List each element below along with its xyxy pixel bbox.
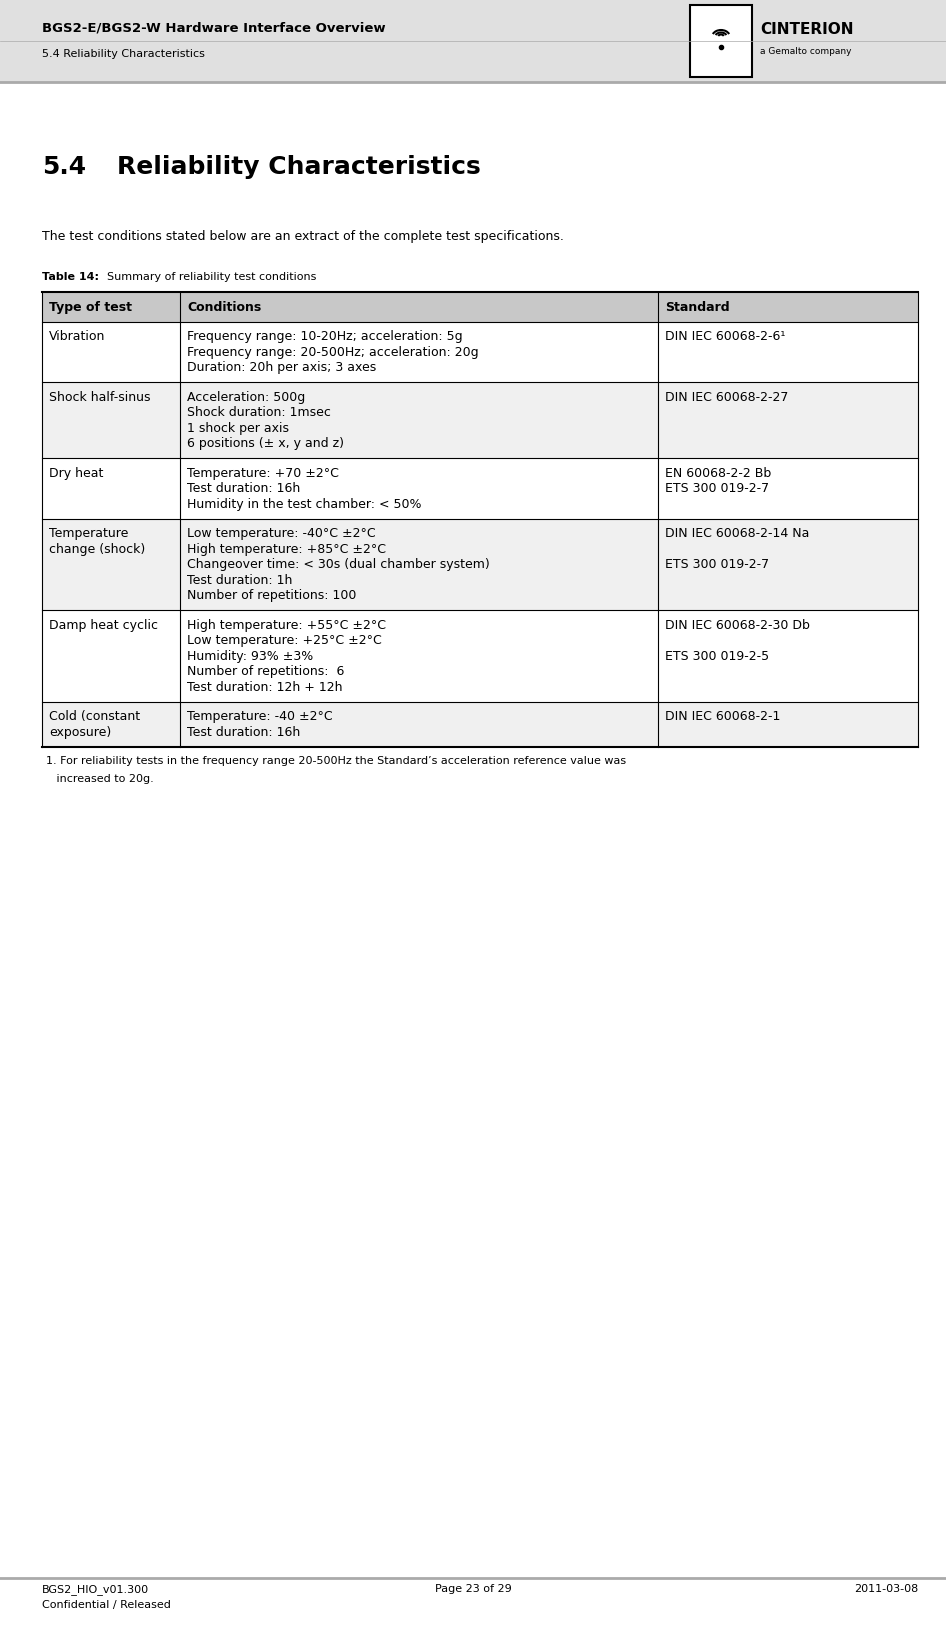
- Text: ETS 300 019-2-7: ETS 300 019-2-7: [665, 483, 769, 496]
- Text: a Gemalto company: a Gemalto company: [760, 46, 851, 56]
- Text: Test duration: 16h: Test duration: 16h: [187, 725, 301, 738]
- Text: Vibration: Vibration: [49, 330, 105, 344]
- Text: DIN IEC 60068-2-14 Na: DIN IEC 60068-2-14 Na: [665, 527, 809, 540]
- Text: Shock half-sinus: Shock half-sinus: [49, 391, 150, 404]
- Text: Reliability Characteristics: Reliability Characteristics: [117, 155, 481, 178]
- Text: Frequency range: 20-500Hz; acceleration: 20g: Frequency range: 20-500Hz; acceleration:…: [187, 345, 479, 358]
- Text: Test duration: 1h: Test duration: 1h: [187, 574, 292, 587]
- Text: Conditions: Conditions: [187, 301, 262, 314]
- Text: Low temperature: -40°C ±2°C: Low temperature: -40°C ±2°C: [187, 527, 376, 540]
- Text: change (shock): change (shock): [49, 543, 146, 556]
- Text: Dry heat: Dry heat: [49, 466, 103, 479]
- Text: 1 shock per axis: 1 shock per axis: [187, 422, 289, 435]
- Text: DIN IEC 60068-2-30 Db: DIN IEC 60068-2-30 Db: [665, 618, 810, 631]
- Text: 2011-03-08: 2011-03-08: [853, 1584, 918, 1593]
- Text: Summary of reliability test conditions: Summary of reliability test conditions: [100, 272, 316, 281]
- Text: Duration: 20h per axis; 3 axes: Duration: 20h per axis; 3 axes: [187, 362, 377, 375]
- Text: 6 positions (± x, y and z): 6 positions (± x, y and z): [187, 437, 344, 450]
- Text: The test conditions stated below are an extract of the complete test specificati: The test conditions stated below are an …: [42, 231, 564, 244]
- Text: BGS2_HIO_v01.300: BGS2_HIO_v01.300: [42, 1584, 149, 1595]
- Text: DIN IEC 60068-2-1: DIN IEC 60068-2-1: [665, 710, 780, 723]
- Text: Humidity: 93% ±3%: Humidity: 93% ±3%: [187, 649, 314, 663]
- Text: Frequency range: 10-20Hz; acceleration: 5g: Frequency range: 10-20Hz; acceleration: …: [187, 330, 463, 344]
- Text: Test duration: 12h + 12h: Test duration: 12h + 12h: [187, 681, 342, 694]
- Text: 5.4 Reliability Characteristics: 5.4 Reliability Characteristics: [42, 49, 205, 59]
- Text: Temperature: Temperature: [49, 527, 129, 540]
- Text: Temperature: -40 ±2°C: Temperature: -40 ±2°C: [187, 710, 333, 723]
- Text: Number of repetitions:  6: Number of repetitions: 6: [187, 666, 344, 677]
- Text: 1. For reliability tests in the frequency range 20-500Hz the Standard’s accelera: 1. For reliability tests in the frequenc…: [46, 756, 626, 767]
- Text: Damp heat cyclic: Damp heat cyclic: [49, 618, 158, 631]
- Text: Type of test: Type of test: [49, 301, 132, 314]
- Text: Test duration: 16h: Test duration: 16h: [187, 483, 301, 496]
- Bar: [42, 458, 918, 519]
- Text: High temperature: +55°C ±2°C: High temperature: +55°C ±2°C: [187, 618, 386, 631]
- Text: Acceleration: 500g: Acceleration: 500g: [187, 391, 306, 404]
- Bar: [42, 381, 918, 458]
- Bar: [0, 0, 946, 82]
- Text: Confidential / Released: Confidential / Released: [42, 1600, 171, 1610]
- Text: EN 60068-2-2 Bb: EN 60068-2-2 Bb: [665, 466, 771, 479]
- Text: Standard: Standard: [665, 301, 729, 314]
- Text: increased to 20g.: increased to 20g.: [46, 774, 154, 784]
- Text: ETS 300 019-2-5: ETS 300 019-2-5: [665, 649, 769, 663]
- Text: Table 14:: Table 14:: [42, 272, 99, 281]
- Text: BGS2-E/BGS2-W Hardware Interface Overview: BGS2-E/BGS2-W Hardware Interface Overvie…: [42, 21, 386, 34]
- Text: Changeover time: < 30s (dual chamber system): Changeover time: < 30s (dual chamber sys…: [187, 558, 490, 571]
- Text: DIN IEC 60068-2-6¹: DIN IEC 60068-2-6¹: [665, 330, 785, 344]
- Bar: [42, 322, 918, 381]
- Bar: [42, 610, 918, 702]
- Text: Shock duration: 1msec: Shock duration: 1msec: [187, 406, 331, 419]
- Bar: [690, 5, 752, 77]
- Text: ETS 300 019-2-7: ETS 300 019-2-7: [665, 558, 769, 571]
- Bar: [42, 702, 918, 746]
- Text: Temperature: +70 ±2°C: Temperature: +70 ±2°C: [187, 466, 340, 479]
- Bar: [42, 291, 918, 322]
- Text: Cold (constant: Cold (constant: [49, 710, 140, 723]
- Text: 5.4: 5.4: [42, 155, 86, 178]
- Text: Number of repetitions: 100: Number of repetitions: 100: [187, 589, 357, 602]
- Text: High temperature: +85°C ±2°C: High temperature: +85°C ±2°C: [187, 543, 386, 556]
- Text: Page 23 of 29: Page 23 of 29: [434, 1584, 512, 1593]
- Text: Humidity in the test chamber: < 50%: Humidity in the test chamber: < 50%: [187, 497, 422, 510]
- Text: CINTERION: CINTERION: [760, 21, 853, 36]
- Text: Low temperature: +25°C ±2°C: Low temperature: +25°C ±2°C: [187, 635, 382, 648]
- Text: exposure): exposure): [49, 725, 112, 738]
- Text: DIN IEC 60068-2-27: DIN IEC 60068-2-27: [665, 391, 788, 404]
- Bar: [42, 519, 918, 610]
